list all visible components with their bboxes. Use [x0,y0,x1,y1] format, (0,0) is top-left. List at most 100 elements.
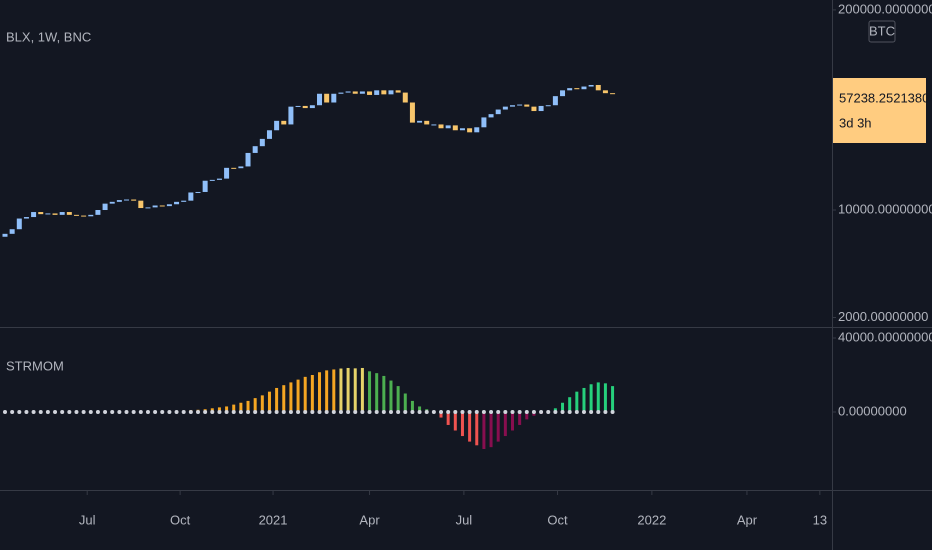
candle [352,91,358,94]
histogram-bar [582,387,586,413]
zero-marker [303,410,308,415]
currency[interactable]: BTC [869,23,895,38]
histogram-bar [217,407,221,413]
candle [195,191,201,193]
histogram-bar [518,412,522,425]
zero-marker [274,410,279,415]
zero-marker [246,410,251,415]
zero-marker [381,410,386,415]
zero-marker [67,410,72,415]
zero-marker [317,410,322,415]
zero-marker [195,410,200,415]
zero-marker [467,410,472,415]
candle [238,166,244,169]
histogram-bar [453,412,457,431]
histogram-bar [310,375,314,413]
histogram-bar [289,382,293,413]
histogram-bar [475,412,479,446]
zero-marker [460,410,465,415]
zero-marker [431,410,436,415]
zero-marker [281,410,286,415]
candle [131,199,137,201]
candle [202,180,208,192]
histogram-bar [468,412,472,442]
zero-marker [531,410,536,415]
x-tick-label: Jul [79,512,96,527]
candle [374,90,380,95]
histogram-bar [410,400,414,413]
candle [52,213,58,215]
zero-marker [496,410,501,415]
zero-marker [267,410,272,415]
currency-box[interactable] [868,20,896,43]
candle [452,125,458,131]
candle [231,167,237,169]
histogram-bar [325,370,329,413]
candle [309,105,315,109]
zero-marker [524,410,529,415]
zero-marker [581,410,586,415]
candle [73,214,79,216]
zero-marker [296,410,301,415]
zero-marker [74,410,79,415]
candle [9,229,15,234]
candle [45,213,51,215]
candle [367,91,373,95]
x-tick-label: 2022 [637,512,666,527]
candle [445,125,451,129]
zero-marker [396,410,401,415]
candle [495,109,501,115]
candle [552,96,558,106]
last-price-box [833,78,926,143]
histogram-bar [282,385,286,413]
candle [109,201,115,204]
zero-marker [489,410,494,415]
candle [145,207,151,209]
candle [288,106,294,125]
candle [531,106,537,112]
y-tick-label: 2000.00000000 [838,309,928,324]
zero-marker [424,410,429,415]
histogram-bar [525,412,529,420]
histogram-bar [332,369,336,413]
zero-marker [553,410,558,415]
candle [395,90,401,93]
histogram-bar [603,383,607,413]
zero-marker [517,410,522,415]
zero-marker [203,410,208,415]
zero-marker [88,410,93,415]
histogram-bar [346,367,350,413]
zero-marker [160,410,165,415]
candle [517,104,523,106]
zero-marker [10,410,15,415]
candle [459,128,465,131]
zero-marker [138,410,143,415]
histogram-bar [232,404,236,413]
candle [438,124,444,129]
zero-marker [181,410,186,415]
candle [388,90,394,95]
candle [252,146,258,153]
zero-marker [546,410,551,415]
zero-marker [446,410,451,415]
candle [474,127,480,133]
x-tick-label: Oct [547,512,568,527]
zero-marker [231,410,236,415]
candle [295,105,301,107]
histogram-bar [446,412,450,425]
zero-marker [417,410,422,415]
zero-marker [145,410,150,415]
histogram-bar [611,386,615,413]
candle [116,200,122,202]
candle [524,104,530,107]
histogram-bar [239,402,243,413]
histogram-bar [396,386,400,413]
candle [166,204,172,207]
y-tick-label: 40000.00000000 [838,329,932,344]
histogram-bar [296,379,300,413]
zero-marker [174,410,179,415]
candle [424,120,430,125]
zero-marker [574,410,579,415]
candle [88,214,94,217]
